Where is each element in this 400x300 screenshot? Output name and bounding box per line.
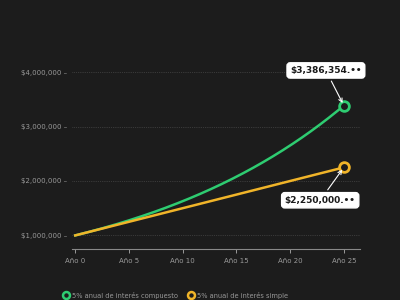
Legend: 5% anual de interés compuesto, 5% anual de interés simple: 5% anual de interés compuesto, 5% anual … (61, 289, 291, 300)
Text: $3,386,354.••: $3,386,354.•• (290, 66, 362, 102)
Text: $2,250,000.••: $2,250,000.•• (285, 171, 356, 205)
